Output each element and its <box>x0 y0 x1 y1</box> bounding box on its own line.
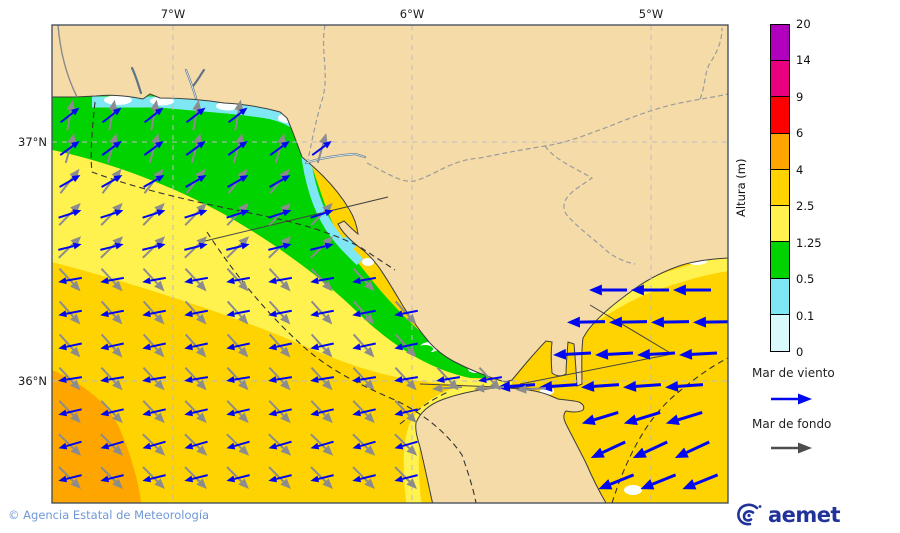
map-layers <box>52 25 728 503</box>
border-portugal-spain <box>57 25 78 98</box>
sea-region-yellow <box>52 150 512 386</box>
legend-wind-label: Mar de viento <box>752 366 835 380</box>
map-frame <box>51 24 729 504</box>
colorbar-segment <box>771 314 789 351</box>
land-morocco <box>415 387 607 503</box>
legend-swell-label: Mar de fondo <box>752 417 832 431</box>
colorbar-tick-label: 0.5 <box>796 272 815 287</box>
colorbar-tick-label: 2.5 <box>796 199 815 214</box>
sea-strip-cyan-cadiz <box>300 149 364 266</box>
lat-tick-label: 36°N <box>18 374 47 388</box>
sea-patch-green-trafalgar <box>417 345 433 353</box>
aemet-swirl-icon <box>737 503 762 526</box>
colorbar-tick-label: 0.1 <box>796 308 815 323</box>
colorbar-segment <box>771 97 789 134</box>
lon-tick-label: 7°W <box>160 7 186 21</box>
colorbar-tick-label: 14 <box>796 53 811 68</box>
wave-arrows <box>58 99 728 490</box>
colorbar-segment <box>771 169 789 207</box>
sea-region-orange <box>52 370 141 503</box>
lon-tick-label: 6°W <box>399 7 425 21</box>
colorbar-tick-label: 4 <box>796 162 804 177</box>
colorbar-segment <box>771 133 789 170</box>
colorbar-tick-label: 6 <box>796 126 804 141</box>
colorbar-segment <box>771 206 789 243</box>
copyright-notice: © Agencia Estatal de Meteorología <box>8 508 210 522</box>
aemet-wordmark: aemet <box>768 503 841 527</box>
colorbar-segment <box>771 242 789 279</box>
colorbar-segment <box>771 25 789 62</box>
graticule <box>52 25 728 503</box>
colorbar-tick-label: 9 <box>796 89 804 104</box>
lat-tick-label: 37°N <box>18 135 47 149</box>
rivers <box>130 66 367 165</box>
colorbar-tick-label: 1.25 <box>796 235 822 250</box>
colorbar-segment <box>771 61 789 98</box>
province-borders <box>307 25 728 265</box>
swell-arrow-icon <box>771 442 812 454</box>
colorbar-title: Altura (m) <box>734 158 748 218</box>
sea-region-green <box>52 92 490 378</box>
colorbar-tick-label: 0 <box>796 345 804 359</box>
wind-arrow-icon <box>771 393 812 405</box>
colorbar <box>770 24 790 352</box>
aemet-logo: aemet <box>733 500 841 530</box>
colorbar-segment <box>771 278 789 315</box>
colorbar-tick-label: 20 <box>796 17 811 31</box>
lon-tick-label: 5°W <box>638 7 664 21</box>
